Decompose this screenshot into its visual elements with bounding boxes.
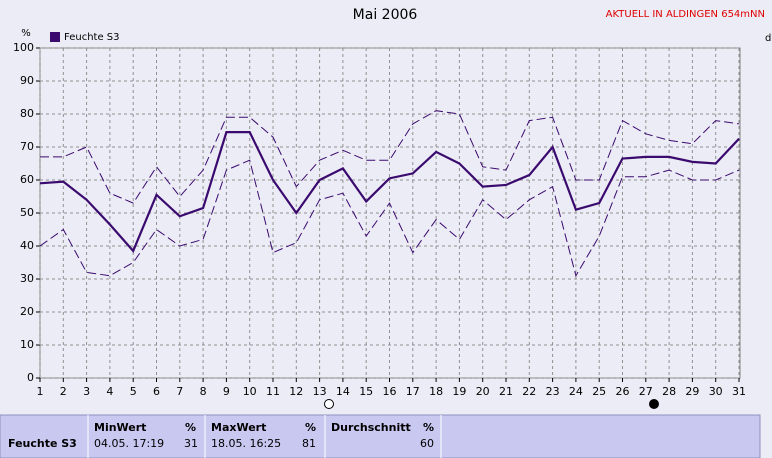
x-tick-label: 17 xyxy=(406,385,420,398)
x-tick-label: 8 xyxy=(200,385,207,398)
data-line xyxy=(40,110,740,204)
x-tick-label: 19 xyxy=(452,385,466,398)
max-value: 81 xyxy=(302,437,316,450)
max-time: 18.05. 16:25 xyxy=(211,437,281,450)
y-tick-label: 10 xyxy=(20,338,34,351)
x-tick-label: 14 xyxy=(336,385,350,398)
x-tick-label: 18 xyxy=(429,385,443,398)
legend-swatch xyxy=(50,32,60,42)
x-tick-label: 23 xyxy=(546,385,560,398)
x-tick-label: 25 xyxy=(592,385,606,398)
avg-value: 60 xyxy=(420,437,434,450)
x-tick-label: 7 xyxy=(176,385,183,398)
x-tick-label: 29 xyxy=(685,385,699,398)
y-tick-label: 80 xyxy=(20,107,34,120)
col-unit: % xyxy=(305,421,316,434)
data-line xyxy=(39,131,740,253)
x-tick-label: 16 xyxy=(383,385,397,398)
x-tick-label: 26 xyxy=(616,385,630,398)
x-tick-label: 11 xyxy=(266,385,280,398)
x-tick-label: 31 xyxy=(732,385,746,398)
y-tick-label: 70 xyxy=(20,140,34,153)
col-unit: % xyxy=(185,421,196,434)
min-value: 31 xyxy=(184,437,198,450)
chart-title: Mai 2006 xyxy=(353,7,418,23)
y-tick-label: 20 xyxy=(20,305,34,318)
moon-icon xyxy=(324,399,334,409)
right-label: d xyxy=(765,33,771,44)
y-tick-label: 30 xyxy=(20,272,34,285)
y-tick-label: 50 xyxy=(20,206,34,219)
x-tick-label: 15 xyxy=(359,385,373,398)
y-tick-label: 100 xyxy=(13,41,34,54)
x-tick-label: 3 xyxy=(83,385,90,398)
moon-icon xyxy=(649,399,659,409)
x-tick-label: 22 xyxy=(522,385,536,398)
x-tick-label: 24 xyxy=(569,385,583,398)
y-tick-label: 60 xyxy=(20,173,34,186)
y-tick-label: 40 xyxy=(20,239,34,252)
x-tick-label: 5 xyxy=(130,385,137,398)
table-label: Feuchte S3 xyxy=(8,437,77,450)
col-title: MaxWert xyxy=(211,421,266,434)
x-tick-label: 1 xyxy=(37,385,44,398)
x-tick-label: 9 xyxy=(223,385,230,398)
x-tick-label: 28 xyxy=(662,385,676,398)
x-tick-label: 27 xyxy=(639,385,653,398)
col-title: Durchschnitt xyxy=(331,421,411,434)
x-tick-label: 30 xyxy=(709,385,723,398)
x-tick-label: 6 xyxy=(153,385,160,398)
x-tick-label: 10 xyxy=(243,385,257,398)
y-tick-label: 0 xyxy=(27,371,34,384)
x-tick-label: 2 xyxy=(60,385,67,398)
legend-label: Feuchte S3 xyxy=(64,32,120,43)
x-tick-label: 20 xyxy=(476,385,490,398)
y-label: % xyxy=(21,28,31,39)
table-bg xyxy=(0,414,761,458)
x-tick-label: 21 xyxy=(499,385,513,398)
stats-table: Feuchte S3 MinWert % 04.05. 17:19 31 Max… xyxy=(0,414,761,458)
x-tick-label: 4 xyxy=(106,385,113,398)
y-tick-label: 90 xyxy=(20,74,34,87)
col-title: MinWert xyxy=(94,421,146,434)
x-tick-label: 13 xyxy=(313,385,327,398)
data-line xyxy=(39,159,740,277)
x-tick-label: 12 xyxy=(289,385,303,398)
subtitle: AKTUELL IN ALDINGEN 654mNN xyxy=(606,9,765,20)
min-time: 04.05. 17:19 xyxy=(94,437,164,450)
col-unit: % xyxy=(423,421,434,434)
